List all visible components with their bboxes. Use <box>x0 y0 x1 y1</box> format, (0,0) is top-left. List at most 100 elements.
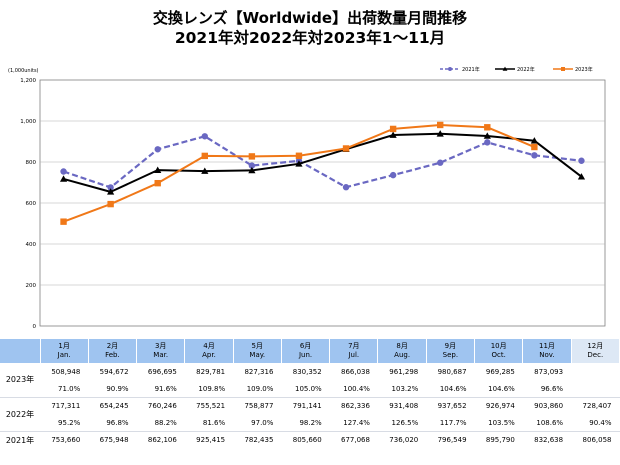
month-en: Aug. <box>394 351 411 359</box>
legend-label: 2022年 <box>517 66 535 73</box>
value-cell: 862,106 <box>136 430 185 449</box>
month-en: Jul. <box>348 351 360 359</box>
value-cell: 508,948 <box>51 368 81 376</box>
value-cell: 796,549 <box>426 430 475 449</box>
month-en: May. <box>249 351 266 359</box>
percent-cell: 103.5% <box>488 418 515 427</box>
value-cell: 717,311 <box>40 396 89 415</box>
data-point <box>107 200 114 208</box>
y-tick-label: 1,200 <box>20 78 36 84</box>
data-point <box>484 139 491 146</box>
data-point <box>248 162 256 169</box>
month-header: 8月 Aug. <box>377 339 427 363</box>
data-point <box>201 133 208 140</box>
value-cell: 753,660 <box>40 430 89 449</box>
data-point <box>437 159 444 166</box>
value-cell: 830,352 <box>292 368 322 376</box>
month-jp: 11月 <box>538 342 555 350</box>
legend-item-2021年: 2021年 <box>440 66 480 73</box>
data-point <box>389 171 397 179</box>
month-header: 3月 Mar. <box>136 339 186 363</box>
data-point <box>248 166 256 174</box>
value-cell <box>571 363 619 381</box>
month-en: Apr. <box>202 351 216 359</box>
month-header: 6月 Jun. <box>281 339 331 363</box>
month-en: Sep. <box>442 351 459 359</box>
y-tick-label: 200 <box>26 283 37 289</box>
value-cell: 736,020 <box>377 430 427 449</box>
month-jp: 9月 <box>444 342 457 350</box>
value-cell: 926,974 <box>474 396 523 415</box>
month-header: 11月 Nov. <box>522 339 572 363</box>
percent-cell: 90.9% <box>106 384 129 393</box>
percent-cell <box>571 381 619 397</box>
value-cell: 829,781 <box>196 368 226 376</box>
data-point <box>59 175 68 182</box>
value-cell: 873,093 <box>534 368 564 376</box>
month-jp: 4月 <box>203 342 215 350</box>
data-point <box>437 121 444 129</box>
data-point <box>60 168 67 175</box>
month-header: 5月 May. <box>233 339 282 363</box>
data-point <box>295 160 303 167</box>
percent-cell: 97.0% <box>251 418 274 427</box>
legend-marker <box>561 67 565 71</box>
data-point <box>531 152 538 159</box>
percent-cell: 108.6% <box>536 418 564 427</box>
percent-cell: 96.6% <box>540 384 564 393</box>
y-tick-label: 1,000 <box>20 119 36 125</box>
percent-cell: 71.0% <box>58 384 81 393</box>
chart-title: 交換レンズ【Worldwide】出荷数量月間推移 <box>152 9 468 27</box>
value-cell: 931,408 <box>377 396 427 415</box>
percent-cell: 98.2% <box>299 418 322 427</box>
month-jp: 6月 <box>299 342 312 350</box>
percent-cell: 100.4% <box>343 384 370 393</box>
value-cell: 832,638 <box>522 430 572 449</box>
percent-cell: 81.6% <box>202 418 226 427</box>
month-jp: 7月 <box>348 342 360 350</box>
month-header: 7月 Jul. <box>329 339 379 363</box>
data-point <box>154 179 161 187</box>
legend-label: 2021年 <box>462 66 480 73</box>
value-cell: 782,435 <box>233 430 282 449</box>
month-header: 10月 Oct. <box>474 339 524 363</box>
value-cell: 791,141 <box>281 396 330 415</box>
data-point <box>530 137 538 144</box>
value-cell: 937,652 <box>426 396 475 415</box>
value-cell: 696,695 <box>147 368 177 376</box>
percent-cell: 109.8% <box>198 384 226 393</box>
value-cell: 827,316 <box>244 368 274 376</box>
y-tick-label: 800 <box>26 160 37 166</box>
month-en: Jan. <box>57 351 71 359</box>
percent-cell: 127.4% <box>343 418 370 427</box>
data-point <box>107 188 115 195</box>
data-point <box>201 152 208 160</box>
row-year-label: 2022年 <box>0 396 40 431</box>
value-cell: 758,877 <box>233 396 282 415</box>
percent-cell: 91.6% <box>154 384 177 393</box>
value-cell: 755,521 <box>184 396 234 415</box>
value-cell: 903,860 <box>522 396 572 415</box>
row-year-label: 2021年 <box>0 430 40 449</box>
legend-marker <box>502 66 508 71</box>
series-line <box>63 135 582 189</box>
data-point <box>389 125 397 133</box>
table-row-percent: 71.0% 90.9% 91.6% 109.8% 109.0% 105.0% 100.4% 1… <box>0 381 620 397</box>
legend-item-2022年: 2022年 <box>495 66 535 73</box>
series-line <box>63 132 583 193</box>
data-point <box>248 153 256 160</box>
data-point <box>531 143 538 151</box>
percent-cell: 104.6% <box>488 384 515 393</box>
series-2023年 <box>60 121 538 225</box>
data-point <box>342 184 350 191</box>
series-2021年 <box>60 133 585 191</box>
data-point <box>342 145 350 152</box>
percent-cell: 126.5% <box>391 418 419 427</box>
value-cell: 654,245 <box>88 396 137 415</box>
value-cell: 677,068 <box>329 430 378 449</box>
percent-cell: 96.8% <box>106 418 129 427</box>
data-point <box>154 146 161 153</box>
legend-label: 2023年 <box>575 66 593 73</box>
header-corner <box>0 339 41 363</box>
table-row-percent: 95.2% 96.8% 88.2% 81.6% 97.0% 98.2% 127.4% 126.… <box>0 415 620 431</box>
